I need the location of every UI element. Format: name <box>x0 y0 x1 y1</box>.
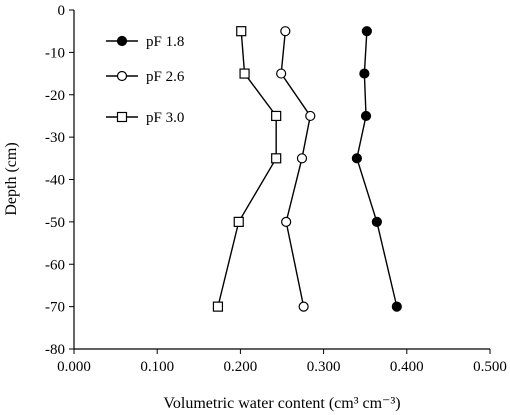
legend-label: pF 2.6 <box>146 69 185 85</box>
x-axis-title: Volumetric water content (cm³ cm⁻³) <box>163 395 400 412</box>
data-point <box>360 110 372 122</box>
y-tick-label: -10 <box>45 45 65 61</box>
data-point <box>391 301 402 312</box>
legend-item-2: pF 2.6 <box>106 69 185 85</box>
x-tick-label: 0.200 <box>224 359 258 375</box>
x-tick-label: 0.500 <box>473 359 507 375</box>
legend-marker <box>116 70 128 82</box>
series-2 <box>276 26 316 312</box>
data-point <box>271 110 282 122</box>
x-tick-label: 0.000 <box>57 359 91 375</box>
y-tick-label: -20 <box>45 88 65 104</box>
y-tick-label: -50 <box>45 215 65 231</box>
data-point <box>233 216 244 227</box>
plot-area: 0.000 0.100 0.200 0.300 0.400 0.500 0 -10 -20 -3… <box>45 3 507 375</box>
data-point <box>361 26 372 37</box>
x-tick-label: 0.300 <box>307 359 341 375</box>
series-line <box>356 31 398 307</box>
series-1 <box>351 26 402 312</box>
legend-item-3: pF 3.0 <box>106 110 184 126</box>
data-point <box>298 301 309 312</box>
series-line <box>217 31 277 307</box>
legend-marker <box>116 35 128 47</box>
legend: pF 1.8 pF 2.6 pF 3.0 <box>106 34 185 126</box>
data-point <box>280 26 291 37</box>
data-point <box>271 153 282 164</box>
legend-item-1: pF 1.8 <box>106 34 184 50</box>
data-point <box>281 216 292 227</box>
data-point <box>276 68 287 79</box>
y-tick-label: 0 <box>58 3 66 19</box>
legend-label: pF 3.0 <box>146 110 184 126</box>
y-axis-title: Depth (cm) <box>3 142 20 215</box>
data-point <box>236 26 247 37</box>
data-point <box>305 110 316 122</box>
y-tick-label: -70 <box>45 300 65 316</box>
series-line <box>280 31 312 307</box>
data-point <box>359 68 370 79</box>
legend-marker <box>116 111 128 123</box>
y-ticks: 0 -10 -20 -30 -40 -50 -60 -70 -80 <box>45 3 74 358</box>
data-point <box>239 68 250 79</box>
data-point <box>296 153 308 164</box>
y-tick-label: -60 <box>45 257 65 273</box>
legend-label: pF 1.8 <box>146 34 184 50</box>
data-point <box>351 153 362 164</box>
x-ticks: 0.000 0.100 0.200 0.300 0.400 0.500 <box>57 349 507 375</box>
series-layer <box>212 26 402 312</box>
y-tick-label: -30 <box>45 130 65 146</box>
y-tick-label: -80 <box>45 342 65 358</box>
y-tick-label: -40 <box>45 173 65 189</box>
x-tick-label: 0.100 <box>140 359 174 375</box>
series-3 <box>212 26 282 312</box>
x-tick-label: 0.400 <box>390 359 424 375</box>
data-point <box>212 301 224 312</box>
data-point <box>371 216 382 227</box>
